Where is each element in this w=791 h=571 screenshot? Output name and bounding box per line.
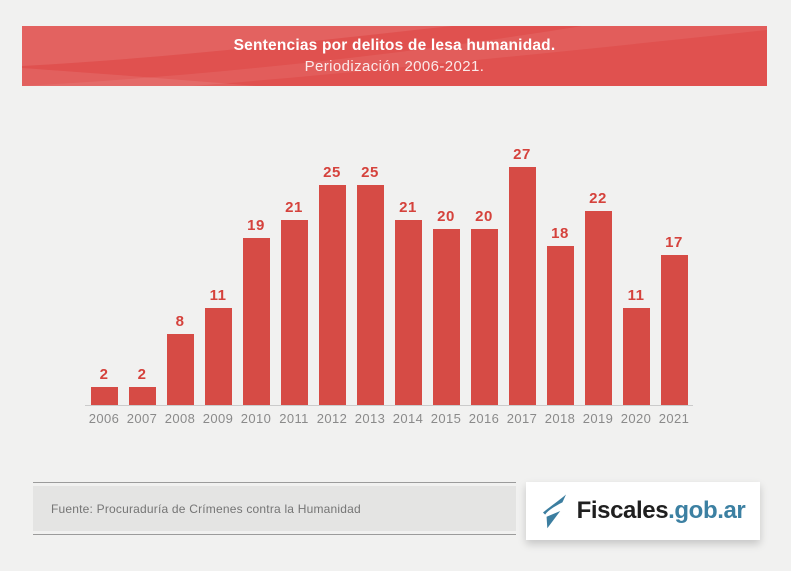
bar-slot-2017: 27 bbox=[503, 146, 541, 405]
banner-swoosh-decoration bbox=[22, 26, 767, 86]
value-label-2017: 27 bbox=[513, 146, 531, 163]
value-label-2006: 2 bbox=[99, 366, 109, 384]
bar-slot-2018: 18 bbox=[541, 225, 579, 405]
x-tick-2021: 2021 bbox=[658, 411, 690, 426]
source-box: Fuente: Procuraduría de Crímenes contra … bbox=[33, 482, 516, 535]
value-label-2007: 2 bbox=[137, 366, 147, 384]
value-label-2016: 20 bbox=[475, 207, 493, 225]
bar-2020 bbox=[622, 308, 650, 405]
bar-2013 bbox=[356, 184, 384, 405]
value-label-2011: 21 bbox=[285, 198, 303, 216]
bar-2009 bbox=[204, 308, 232, 405]
x-tick-2009: 2009 bbox=[202, 411, 234, 426]
bar-slot-2021: 17 bbox=[655, 234, 693, 405]
source-bottom-rule bbox=[33, 534, 516, 535]
value-label-2013: 25 bbox=[361, 163, 379, 181]
chart-title: Sentencias por delitos de lesa humanidad… bbox=[233, 37, 556, 54]
bar-slot-2006: 2 bbox=[85, 366, 123, 405]
logo-name: Fiscales bbox=[576, 497, 669, 524]
bar-slot-2013: 25 bbox=[351, 164, 389, 405]
logo-wordmark: Fiscales.gob.ar bbox=[577, 497, 746, 525]
header-banner: Sentencias por delitos de lesa humanidad… bbox=[22, 26, 767, 86]
bar-2019 bbox=[584, 211, 612, 405]
logo-suffix: .gob.ar bbox=[668, 497, 746, 524]
bar-2006 bbox=[90, 387, 118, 405]
x-tick-2014: 2014 bbox=[392, 411, 424, 426]
x-tick-2015: 2015 bbox=[430, 411, 462, 426]
fiscales-logo: Fiscales.gob.ar bbox=[526, 482, 760, 540]
x-tick-2018: 2018 bbox=[544, 411, 576, 426]
bar-2012 bbox=[318, 184, 346, 405]
bar-slot-2016: 20 bbox=[465, 208, 503, 405]
value-label-2021: 17 bbox=[665, 234, 683, 252]
bar-slot-2012: 25 bbox=[313, 164, 351, 405]
bar-slot-2010: 19 bbox=[237, 217, 275, 405]
x-tick-2006: 2006 bbox=[88, 411, 120, 426]
x-tick-2016: 2016 bbox=[468, 411, 500, 426]
bar-slot-2020: 11 bbox=[617, 287, 655, 405]
x-tick-2010: 2010 bbox=[240, 411, 272, 426]
bar-2011 bbox=[280, 219, 308, 405]
source-top-rule bbox=[33, 482, 516, 483]
bar-2017 bbox=[508, 167, 536, 405]
bar-2018 bbox=[546, 246, 574, 405]
bar-slot-2008: 8 bbox=[161, 313, 199, 405]
x-tick-2011: 2011 bbox=[279, 411, 309, 426]
x-tick-2008: 2008 bbox=[164, 411, 196, 426]
bar-slot-2009: 11 bbox=[199, 287, 237, 405]
value-label-2010: 19 bbox=[247, 216, 265, 234]
x-tick-2019: 2019 bbox=[582, 411, 614, 426]
bar-slot-2007: 2 bbox=[123, 366, 161, 405]
bar-2015 bbox=[432, 228, 460, 405]
bar-slot-2011: 21 bbox=[275, 199, 313, 405]
bar-2014 bbox=[394, 219, 422, 405]
value-label-2015: 20 bbox=[437, 207, 455, 225]
banner-text-block: Sentencias por delitos de lesa humanidad… bbox=[22, 26, 767, 86]
bar-2016 bbox=[470, 228, 498, 405]
bar-2007 bbox=[128, 387, 156, 405]
bar-2008 bbox=[166, 334, 194, 405]
value-label-2009: 11 bbox=[209, 287, 227, 305]
bar-slot-2015: 20 bbox=[427, 208, 465, 405]
x-tick-2013: 2013 bbox=[354, 411, 386, 426]
bar-slot-2014: 21 bbox=[389, 199, 427, 405]
value-label-2008: 8 bbox=[175, 313, 185, 331]
x-tick-2020: 2020 bbox=[620, 411, 652, 426]
chart-subtitle: Periodización 2006-2021. bbox=[304, 58, 485, 75]
x-tick-2017: 2017 bbox=[506, 411, 538, 426]
value-label-2020: 11 bbox=[627, 287, 645, 305]
value-label-2012: 25 bbox=[323, 163, 341, 181]
x-tick-2012: 2012 bbox=[316, 411, 348, 426]
bar-2021 bbox=[660, 255, 688, 405]
value-label-2018: 18 bbox=[551, 225, 569, 243]
value-label-2014: 21 bbox=[399, 198, 417, 216]
bar-2010 bbox=[242, 237, 270, 405]
value-label-2019: 22 bbox=[589, 190, 607, 208]
bar-slot-2019: 22 bbox=[579, 190, 617, 405]
x-tick-2007: 2007 bbox=[126, 411, 158, 426]
x-axis-labels: 2006 2007 2008 2009 2010 2011 2012 2013 2014 2015… bbox=[85, 411, 693, 426]
source-text: Fuente: Procuraduría de Crímenes contra … bbox=[51, 501, 361, 516]
bar-plot: 2 2 8 11 19 21 25 25 21 20 20 27 18 22 11 17 bbox=[85, 143, 693, 406]
fiscales-flag-icon bbox=[542, 494, 566, 529]
